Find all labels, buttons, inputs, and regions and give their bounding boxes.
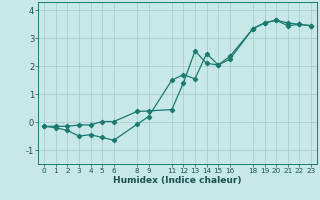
- X-axis label: Humidex (Indice chaleur): Humidex (Indice chaleur): [113, 176, 242, 185]
